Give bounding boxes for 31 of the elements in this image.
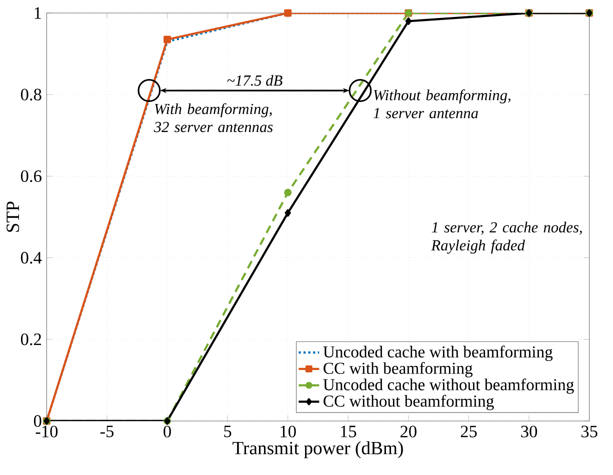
y-tick-label: 0.2 xyxy=(20,334,42,346)
y-axis-title: STP xyxy=(6,202,20,232)
x-tick-label: 35 xyxy=(582,426,598,438)
annotation: 1 server, 2 cache nodes, Rayleigh faded xyxy=(431,222,582,254)
x-tick-label: 20 xyxy=(400,426,416,438)
point xyxy=(405,17,412,25)
y-tick-label: 0.6 xyxy=(20,170,42,182)
y-tick-label: 1 xyxy=(34,7,41,19)
annotation: ~17.5 dB xyxy=(227,74,282,86)
x-tick-label: 0 xyxy=(164,426,171,438)
x-tick-label: 30 xyxy=(521,426,538,438)
point xyxy=(164,36,171,44)
x-tick-label: -5 xyxy=(100,426,114,438)
legend-label: Uncoded cache without beamforming xyxy=(323,378,574,394)
point xyxy=(284,209,291,217)
x-axis-title: Transmit power (dBm) xyxy=(232,441,403,458)
point xyxy=(284,9,292,17)
annotation: With beamforming, 32 server antennas xyxy=(154,103,273,132)
legend-label: Uncoded cache with beamforming xyxy=(323,346,553,361)
y-tick-label: 0 xyxy=(34,415,42,427)
annotation: Without beamforming, 1 server antenna xyxy=(373,89,510,118)
x-tick-label: 10 xyxy=(280,426,296,438)
x-tick-label: 5 xyxy=(224,426,232,438)
legend-label: CC with beamforming xyxy=(324,362,473,378)
legend-label: CC without beamforming xyxy=(324,394,494,410)
y-tick-label: 0.4 xyxy=(20,252,42,264)
point xyxy=(284,188,292,196)
y-tick-label: 0.8 xyxy=(20,88,42,100)
x-tick-label: -10 xyxy=(36,426,58,438)
x-tick-label: 25 xyxy=(460,426,477,438)
x-tick-label: 15 xyxy=(341,426,356,438)
